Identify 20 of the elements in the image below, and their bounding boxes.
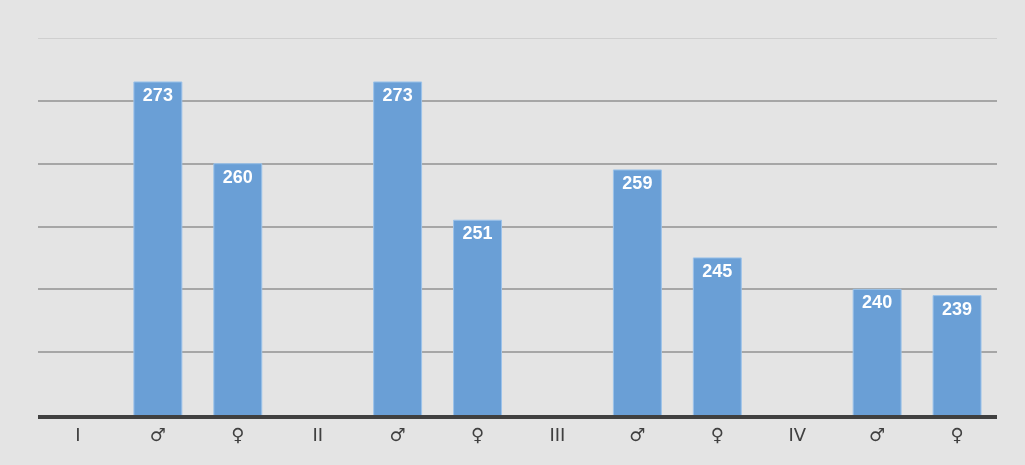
data-label: 245 (702, 260, 733, 281)
x-tick-label: ♂ (869, 423, 886, 445)
data-label: 251 (462, 223, 493, 244)
x-tick-label: ♂ (149, 423, 166, 445)
data-label: 273 (142, 84, 173, 105)
x-tick-label: IV (788, 423, 807, 445)
x-tick-label: ♂ (629, 423, 646, 445)
data-label: 239 (942, 298, 973, 319)
x-tick-label: ♂ (389, 423, 406, 445)
x-tick-label: ♀ (710, 423, 724, 445)
x-tick-label: ♀ (950, 423, 964, 445)
data-label: 273 (382, 84, 413, 105)
x-tick-label: I (75, 423, 81, 445)
data-label: 259 (622, 172, 653, 193)
x-tick-label: ♀ (231, 423, 245, 445)
data-label: 260 (222, 166, 253, 187)
x-tick-label: ♀ (470, 423, 485, 445)
x-tick-label: III (549, 423, 566, 445)
x-tick-label: II (312, 423, 324, 445)
data-label: 240 (862, 292, 893, 313)
